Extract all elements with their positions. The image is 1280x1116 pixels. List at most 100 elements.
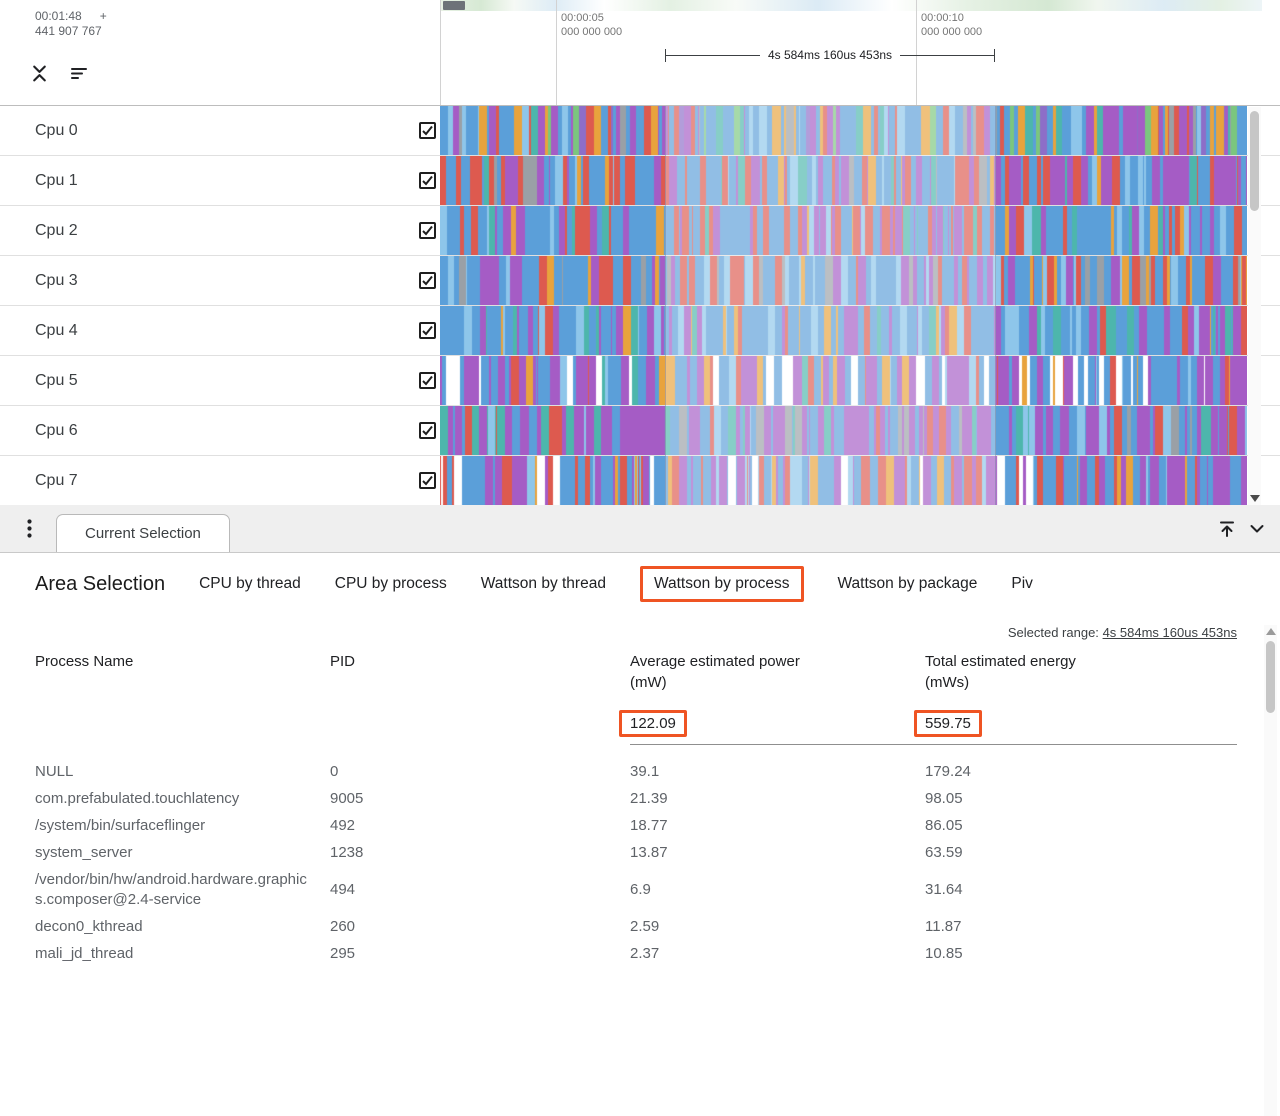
bracket-right-tick xyxy=(994,48,995,62)
minimap-viewport-handle[interactable] xyxy=(443,1,465,10)
timeline-header: 00:01:48 + 441 907 767 00:00:05 000 000 0… xyxy=(0,0,1280,105)
cell-avg-power: 18.77 xyxy=(630,816,668,834)
collapse-panel-icon[interactable] xyxy=(1242,505,1272,552)
view-tab-cpu-by-process[interactable]: CPU by process xyxy=(334,575,447,592)
table-summary-row: 122.09 559.75 xyxy=(35,710,1237,737)
track-checkbox[interactable] xyxy=(419,172,436,189)
track-list: Cpu 0 Cpu 1 Cpu 2 Cpu 3 Cpu 4 Cpu 5 xyxy=(0,105,1280,506)
track-label: Cpu 6 xyxy=(35,421,78,439)
track-row[interactable]: Cpu 4 xyxy=(0,306,1280,356)
cell-pid: 260 xyxy=(330,917,356,935)
track-checkbox[interactable] xyxy=(419,472,436,489)
column-header-total-energy[interactable]: Total estimated energy (mWs) xyxy=(925,653,1076,691)
panel-title: Area Selection xyxy=(35,572,166,595)
view-tab-wattson-by-package[interactable]: Wattson by package xyxy=(837,575,978,592)
track-label: Cpu 5 xyxy=(35,371,78,389)
tracks-vertical-scrollbar[interactable] xyxy=(1248,107,1261,505)
current-selection-panel: Area Selection CPU by thread CPU by proc… xyxy=(0,553,1280,1116)
table-row: com.prefabulated.touchlatency 9005 21.39… xyxy=(35,785,1237,812)
cell-avg-power: 21.39 xyxy=(630,789,668,807)
table-row: system_server 1238 13.87 63.59 xyxy=(35,839,1237,866)
timeline-minimap[interactable] xyxy=(440,0,1262,11)
track-row[interactable]: Cpu 0 xyxy=(0,106,1280,156)
track-row[interactable]: Cpu 7 xyxy=(0,456,1280,506)
cpu-track-canvas[interactable] xyxy=(440,156,1247,205)
collapse-tracks-icon[interactable] xyxy=(28,62,50,84)
cell-total-energy: 11.87 xyxy=(925,917,962,935)
track-row[interactable]: Cpu 1 xyxy=(0,156,1280,206)
bracket-left-tick xyxy=(665,48,666,62)
tick-frac: 000 000 000 xyxy=(921,26,983,38)
scroll-up-arrow[interactable] xyxy=(1266,628,1276,635)
sort-tracks-icon[interactable] xyxy=(68,62,90,84)
cell-total-energy: 86.05 xyxy=(925,816,963,834)
view-tab-pivot-truncated[interactable]: Piv xyxy=(1011,575,1033,592)
cpu-track-canvas[interactable] xyxy=(440,206,1247,255)
track-checkbox[interactable] xyxy=(419,122,436,139)
track-checkbox[interactable] xyxy=(419,222,436,239)
cell-avg-power: 6.9 xyxy=(630,880,651,898)
selected-range-link[interactable]: 4s 584ms 160us 453ns xyxy=(1102,625,1237,640)
tick-time: 00:00:05 xyxy=(561,12,604,24)
column-header-process-name[interactable]: Process Name xyxy=(35,653,134,670)
scrollbar-thumb[interactable] xyxy=(1266,641,1275,713)
scroll-down-arrow[interactable] xyxy=(1250,495,1260,502)
table-row: decon0_kthread 260 2.59 11.87 xyxy=(35,913,1237,940)
tab-label: Current Selection xyxy=(85,525,201,542)
summary-total-energy-value: 559.75 xyxy=(914,710,982,737)
tab-current-selection[interactable]: Current Selection xyxy=(56,514,230,552)
cell-pid: 494 xyxy=(330,880,356,898)
track-row[interactable]: Cpu 2 xyxy=(0,206,1280,256)
selection-duration-label: 4s 584ms 160us 453ns xyxy=(767,48,893,62)
view-tab-wattson-by-process[interactable]: Wattson by process xyxy=(639,566,804,602)
scrollbar-thumb[interactable] xyxy=(1250,111,1259,211)
track-row[interactable]: Cpu 3 xyxy=(0,256,1280,306)
track-checkbox[interactable] xyxy=(419,322,436,339)
bracket-line xyxy=(900,54,994,56)
table-row: mali_jd_thread 295 2.37 10.85 xyxy=(35,940,1237,967)
table-row: /system/bin/surfaceflinger 492 18.77 86.… xyxy=(35,812,1237,839)
summary-divider xyxy=(630,744,1237,745)
cell-process-name: mali_jd_thread xyxy=(35,944,134,962)
cpu-track-canvas[interactable] xyxy=(440,256,1247,305)
tick-time: 00:00:10 xyxy=(921,12,964,24)
track-checkbox[interactable] xyxy=(419,272,436,289)
cpu-track-canvas[interactable] xyxy=(440,456,1247,505)
track-label: Cpu 1 xyxy=(35,171,78,189)
cell-pid: 295 xyxy=(330,944,356,962)
cpu-track-canvas[interactable] xyxy=(440,356,1247,405)
view-tab-wattson-by-thread[interactable]: Wattson by thread xyxy=(480,575,606,592)
tab-menu-icon[interactable] xyxy=(14,505,44,552)
time-tick-label: 00:00:05 000 000 000 xyxy=(561,11,622,39)
expand-panel-icon[interactable] xyxy=(1212,505,1242,552)
track-row[interactable]: Cpu 6 xyxy=(0,406,1280,456)
cpu-track-canvas[interactable] xyxy=(440,406,1247,455)
track-checkbox[interactable] xyxy=(419,422,436,439)
cpu-track-canvas[interactable] xyxy=(440,106,1247,155)
cell-pid: 492 xyxy=(330,816,356,834)
cell-avg-power: 2.37 xyxy=(630,944,660,962)
view-tab-cpu-by-thread[interactable]: CPU by thread xyxy=(199,575,301,592)
panel-vertical-scrollbar[interactable] xyxy=(1264,625,1277,1116)
time-gridline xyxy=(916,0,917,105)
hover-timestamp: 00:01:48 + 441 907 767 xyxy=(35,9,107,39)
cell-process-name: system_server xyxy=(35,843,133,861)
column-header-pid[interactable]: PID xyxy=(330,653,356,670)
column-header-avg-power[interactable]: Average estimated power (mW) xyxy=(630,653,800,691)
table-row: /vendor/bin/hw/android.hardware.graphics… xyxy=(35,866,1237,913)
cell-total-energy: 98.05 xyxy=(925,789,963,807)
cell-pid: 1238 xyxy=(330,843,364,861)
cpu-track-canvas[interactable] xyxy=(440,306,1247,355)
hover-marker: + xyxy=(99,9,107,23)
cell-process-name: /vendor/bin/hw/android.hardware.graphics… xyxy=(35,870,307,908)
cell-avg-power: 39.1 xyxy=(630,762,660,780)
track-row[interactable]: Cpu 5 xyxy=(0,356,1280,406)
track-label: Cpu 7 xyxy=(35,471,78,489)
selection-duration-bracket: 4s 584ms 160us 453ns xyxy=(665,46,995,64)
cell-avg-power: 13.87 xyxy=(630,843,668,861)
time-gridline xyxy=(556,0,557,105)
track-checkbox[interactable] xyxy=(419,372,436,389)
cell-pid: 0 xyxy=(330,762,339,780)
time-tick-label: 00:00:10 000 000 000 xyxy=(921,11,982,39)
